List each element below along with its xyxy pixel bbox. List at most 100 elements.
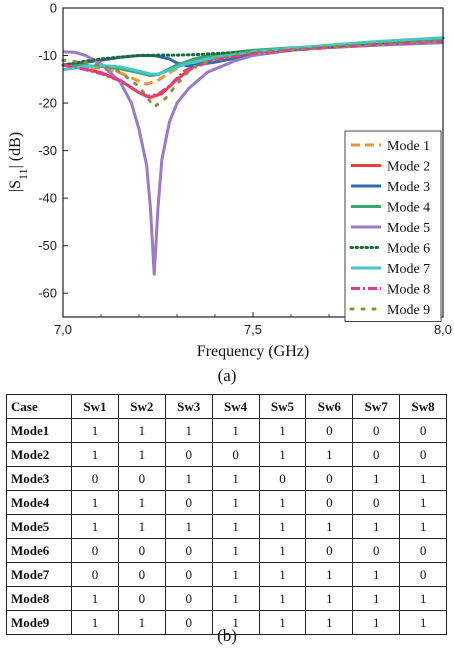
switch-state-cell: 0 [71, 538, 119, 563]
switch-state-cell: 1 [305, 442, 354, 467]
table-row: Mode4 1 1 0 1 1 0 0 1 [6, 490, 447, 515]
switch-state-cell: 1 [352, 610, 401, 635]
switch-state-cell: 0 [164, 442, 213, 467]
row-case-label: Mode8 [6, 586, 72, 611]
switch-state-cell: 1 [258, 538, 307, 563]
y-tick-label: 0 [50, 1, 57, 16]
switch-state-cell: 0 [352, 418, 401, 443]
legend-label-3: Mode 3 [387, 180, 430, 195]
switch-state-cell: 1 [117, 418, 166, 443]
switch-state-cell: 1 [71, 442, 119, 467]
switch-state-cell: 1 [211, 514, 260, 539]
switch-state-cell: 1 [164, 466, 213, 491]
switch-state-cell: 0 [305, 490, 354, 515]
series-line-9 [61, 39, 445, 109]
switch-state-cell: 1 [71, 490, 119, 515]
switch-state-cell: 0 [399, 418, 447, 443]
switch-state-cell: 0 [164, 586, 213, 611]
switch-state-cell: 1 [71, 514, 119, 539]
switch-state-cell: 1 [211, 538, 260, 563]
switch-state-cell: 1 [71, 586, 119, 611]
switch-state-cell: 0 [211, 442, 260, 467]
switch-state-cell: 1 [71, 418, 119, 443]
switch-state-cell: 1 [211, 562, 260, 587]
y-tick-label: -50 [38, 238, 57, 253]
switch-state-cell: 0 [71, 466, 119, 491]
switch-state-cell: 1 [117, 514, 166, 539]
switch-state-cell: 1 [164, 418, 213, 443]
switch-state-cell: 1 [211, 586, 260, 611]
switch-state-cell: 1 [117, 442, 166, 467]
row-case-label: Mode4 [6, 490, 72, 515]
switch-state-cell: 1 [352, 586, 401, 611]
legend-label-8: Mode 8 [387, 283, 430, 298]
row-case-label: Mode9 [6, 610, 72, 635]
switch-state-cell: 0 [117, 466, 166, 491]
switch-state-cell: 0 [164, 538, 213, 563]
switch-state-cell: 1 [305, 514, 354, 539]
plot-frame [62, 7, 444, 318]
switch-state-cell: 1 [399, 610, 447, 635]
plot-series [61, 36, 445, 276]
table-row: Mode9 1 1 0 1 1 1 1 1 [6, 610, 447, 635]
y-tick-label: -20 [38, 96, 57, 111]
header-cell-sw5: Sw5 [258, 394, 307, 419]
switch-state-cell: 1 [164, 514, 213, 539]
switch-state-cell: 1 [399, 490, 447, 515]
header-cell-sw6: Sw6 [305, 394, 354, 419]
y-tick-label: -40 [38, 191, 57, 206]
legend-label-9: Mode 9 [387, 303, 430, 318]
switch-state-cell: 0 [71, 562, 119, 587]
switch-state-cell: 0 [305, 466, 354, 491]
switch-state-cell: 1 [258, 418, 307, 443]
header-cell-sw3: Sw3 [164, 394, 213, 419]
y-tick-label: -10 [38, 48, 57, 63]
s11-chart: 7,0 7,5 8,0 0 -10 -20 -30 -40 -50 -60 Frequency (… [7, 1, 452, 361]
switch-state-cell: 0 [164, 610, 213, 635]
switch-state-cell: 1 [399, 466, 447, 491]
switch-state-cell: 0 [352, 490, 401, 515]
switch-state-cell: 1 [117, 490, 166, 515]
switch-state-cell: 1 [258, 562, 307, 587]
switch-state-cell: 1 [258, 514, 307, 539]
switch-state-cell: 1 [399, 586, 447, 611]
row-case-label: Mode7 [6, 562, 72, 587]
x-tick-label: 7,5 [244, 322, 262, 337]
row-case-label: Mode3 [6, 466, 72, 491]
switch-state-cell: 0 [164, 490, 213, 515]
row-case-label: Mode5 [6, 514, 72, 539]
caption-a: (a) [217, 366, 237, 385]
switch-state-cell: 1 [352, 466, 401, 491]
table-row: Mode5 1 1 1 1 1 1 1 1 [6, 514, 447, 539]
table-row: Mode8 1 0 0 1 1 1 1 1 [6, 586, 447, 611]
y-tick-label: -60 [38, 286, 57, 301]
table-row: Mode1 1 1 1 1 1 0 0 0 [6, 418, 447, 443]
header-cell-sw4: Sw4 [211, 394, 260, 419]
table-row: Mode6 0 0 0 1 1 0 0 0 [6, 538, 447, 563]
header-cell-sw8: Sw8 [399, 394, 447, 419]
switch-state-cell: 1 [258, 442, 307, 467]
series-line-8 [62, 39, 444, 98]
switch-state-cell: 0 [117, 538, 166, 563]
series-line-1 [62, 39, 444, 86]
switch-state-cell: 0 [352, 442, 401, 467]
switch-state-cell: 1 [305, 562, 354, 587]
switch-state-cell: 0 [117, 562, 166, 587]
row-case-label: Mode2 [6, 442, 72, 467]
switch-state-cell: 1 [211, 490, 260, 515]
switch-state-cell: 0 [352, 538, 401, 563]
legend-label-5: Mode 5 [387, 221, 430, 236]
switch-state-cell: 0 [399, 442, 447, 467]
header-cell-sw1: Sw1 [71, 394, 119, 419]
y-tick-label: -30 [38, 143, 57, 158]
header-cell-case: Case [6, 394, 72, 419]
switch-state-cell: 1 [399, 514, 447, 539]
switch-state-cell: 1 [258, 586, 307, 611]
switch-state-cell: 1 [211, 466, 260, 491]
table-row: Mode3 0 0 1 1 0 0 1 1 [6, 466, 447, 491]
legend-label-1: Mode 1 [387, 139, 430, 154]
switch-state-table: Case Sw1 Sw2 Sw3 Sw4 Sw5 Sw6 Sw7 Sw8 Mode1 1 1 1 1 1 0… [6, 394, 447, 635]
legend: Mode 1 Mode 2 Mode 3 Mode 4 Mode 5 Mode 6 Mode… [344, 130, 442, 322]
table-row: Mode7 0 0 0 1 1 1 1 0 [6, 562, 447, 587]
switch-state-cell: 0 [305, 538, 354, 563]
